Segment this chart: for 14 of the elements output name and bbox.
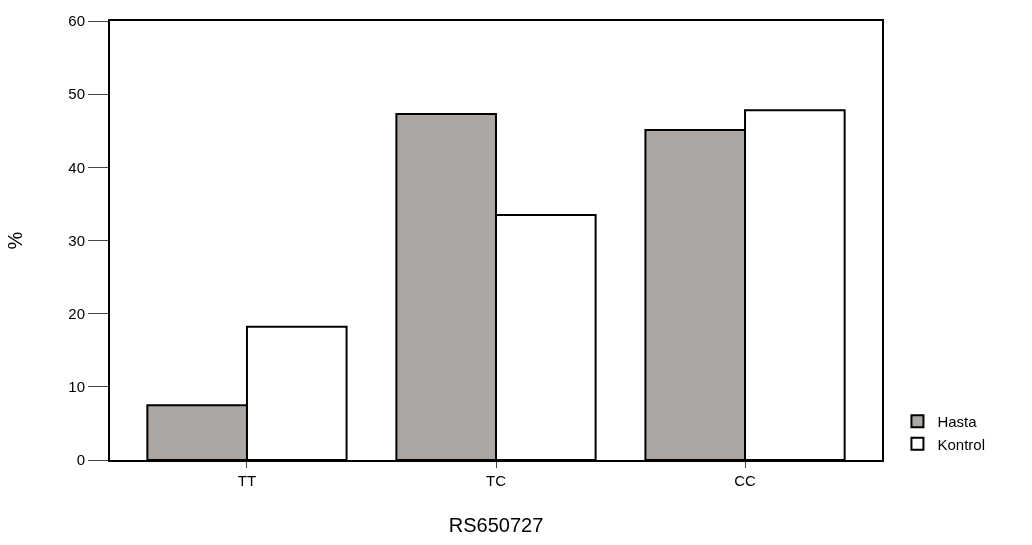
x-axis-title: RS650727 <box>448 514 544 536</box>
x-tick-label: CC <box>734 472 757 489</box>
y-tick-label: 60 <box>68 12 85 30</box>
y-axis-title: % <box>4 231 27 250</box>
y-tick-label: 30 <box>68 231 85 249</box>
y-tick-label: 50 <box>68 85 85 103</box>
y-tick-label: 40 <box>68 158 85 176</box>
y-tick-label: 20 <box>68 304 85 322</box>
legend-label: Hasta <box>937 413 978 431</box>
x-tick-label: TT <box>237 472 257 489</box>
y-tick-label: 0 <box>76 451 85 469</box>
legend-label: Kontrol <box>937 435 985 453</box>
x-tick-label: TC <box>486 472 507 489</box>
y-tick-label: 10 <box>68 378 85 396</box>
